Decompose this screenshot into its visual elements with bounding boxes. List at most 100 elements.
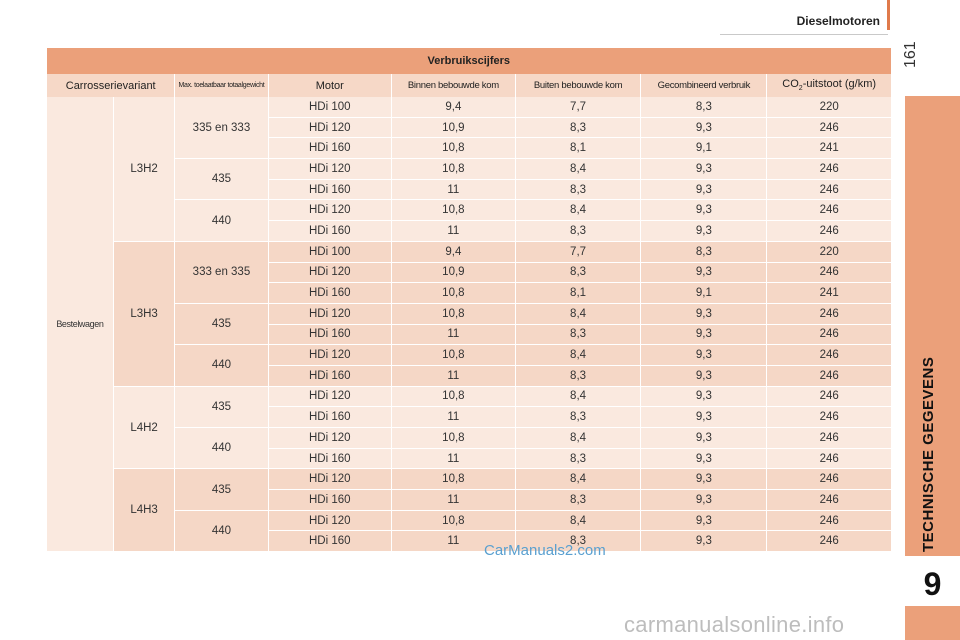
cell-engine: HDi 120 [267,262,392,284]
cell-urban: 10,8 [391,303,516,325]
cell-co2: 246 [766,324,891,346]
cell-engine: HDi 160 [267,489,392,511]
cell-max-weight: 335 en 333 [174,97,269,160]
cell-engine: HDi 100 [267,241,392,263]
cell-combined: 9,3 [640,530,767,553]
cell-combined: 9,3 [640,510,767,532]
cell-extra-urban: 7,7 [514,241,641,263]
cell-max-weight: 435 [174,468,269,511]
cell-urban: 9,4 [391,97,516,118]
cell-variant: L3H2 [112,97,175,242]
co2-subscript: 2 [798,85,803,93]
cell-co2: 241 [766,282,891,304]
cell-co2: 246 [766,530,891,553]
cell-extra-urban: 8,4 [514,468,641,491]
chapter-number-box [905,556,960,606]
cell-urban: 11 [391,324,516,346]
cell-co2: 246 [766,386,891,408]
cell-engine: HDi 160 [267,448,392,470]
cell-co2: 246 [766,158,891,180]
cell-extra-urban: 7,7 [514,97,641,118]
cell-combined: 9,3 [640,262,767,284]
cell-combined: 9,3 [640,344,767,366]
cell-urban: 11 [391,365,516,387]
cell-combined: 9,3 [640,220,767,242]
cell-combined: 9,3 [640,406,767,428]
cell-engine: HDi 120 [267,510,392,532]
table-row: HDi 160 11 8,3 9,3 246 [47,406,891,428]
cell-co2: 246 [766,303,891,325]
table-row: 440 HDi 120 10,8 8,4 9,3 246 [47,510,891,553]
cell-body-type: Bestelwagen [46,97,114,553]
cell-co2: 246 [766,117,891,139]
cell-co2: 246 [766,489,891,511]
cell-co2: 246 [766,199,891,222]
cell-urban: 9,4 [391,241,516,263]
cell-variant: L3H3 [112,241,175,387]
cell-co2: 246 [766,179,891,201]
cell-combined: 9,3 [640,489,767,511]
cell-max-weight: 435 [174,386,269,429]
table-row: 440 HDi 120 10,8 8,4 9,3 246 [47,344,891,387]
cell-combined: 8,3 [640,241,767,263]
cell-co2: 246 [766,365,891,387]
cell-urban: 10,8 [391,427,516,449]
cell-urban: 11 [391,489,516,511]
cell-max-weight: 435 [174,158,269,201]
cell-extra-urban: 8,1 [514,137,641,160]
cell-engine: HDi 120 [267,303,392,325]
cell-engine: HDi 120 [267,386,392,408]
chapter-number: 9 [923,566,942,602]
cell-combined: 9,3 [640,179,767,201]
cell-co2: 246 [766,262,891,284]
cell-engine: HDi 120 [267,199,392,222]
cell-extra-urban: 8,3 [514,489,641,511]
header-combined: Gecombineerd verbruik [640,74,767,97]
cell-extra-urban: 8,4 [514,386,641,408]
table-row: 435 HDi 120 10,8 8,4 9,3 246 [47,158,891,201]
cell-combined: 9,3 [640,448,767,470]
co2-suffix: -uitstoot (g/km) [802,78,877,91]
cell-co2: 220 [766,241,891,263]
cell-combined: 9,3 [640,427,767,449]
cell-urban: 10,8 [391,468,516,491]
cell-co2: 246 [766,406,891,428]
cell-extra-urban: 8,3 [514,179,641,201]
cell-extra-urban: 8,4 [514,344,641,366]
cell-extra-urban: 8,3 [514,262,641,284]
chapter-title: TECHNISCHE GEGEVENS [920,356,937,552]
cell-combined: 9,3 [640,303,767,325]
cell-max-weight: 440 [174,510,269,553]
cell-max-weight: 435 [174,303,269,346]
header-extra-urban: Buiten bebouwde kom [514,74,641,97]
co2-prefix: CO [782,78,799,91]
header-divider [720,34,888,35]
cell-urban: 11 [391,406,516,428]
table-row: HDi 160 11 8,3 9,3 246 [47,365,891,387]
table-row: HDi 120 10,9 8,3 9,3 246 [47,117,891,139]
cell-engine: HDi 160 [267,406,392,428]
table-row: HDi 160 11 8,3 9,3 246 [47,220,891,242]
cell-urban: 10,8 [391,199,516,222]
table-row: HDi 160 11 8,3 9,3 246 [47,530,891,553]
table-title: Verbruikscijfers [46,48,891,74]
cell-combined: 9,3 [640,365,767,387]
cell-engine: HDi 160 [267,220,392,242]
cell-urban: 11 [391,448,516,470]
table-title-row: Verbruikscijfers [46,48,891,74]
cell-co2: 246 [766,344,891,366]
cell-combined: 9,3 [640,199,767,222]
cell-engine: HDi 160 [267,365,392,387]
cell-engine: HDi 100 [267,97,392,118]
cell-combined: 9,1 [640,137,767,160]
cell-combined: 9,3 [640,324,767,346]
cell-co2: 246 [766,427,891,449]
page-number-text: 161 [902,41,919,68]
cell-extra-urban: 8,3 [514,530,641,553]
table-row: HDi 160 10,8 8,1 9,1 241 [47,282,891,304]
table-row: HDi 160 10,8 8,1 9,1 241 [47,137,891,160]
center-watermark: CarManuals2.com [484,542,606,559]
consumption-table: Verbruikscijfers Carrosserievariant Max.… [45,48,891,553]
table-row: HDi 160 11 8,3 9,3 246 [47,179,891,201]
cell-engine: HDi 120 [267,117,392,139]
